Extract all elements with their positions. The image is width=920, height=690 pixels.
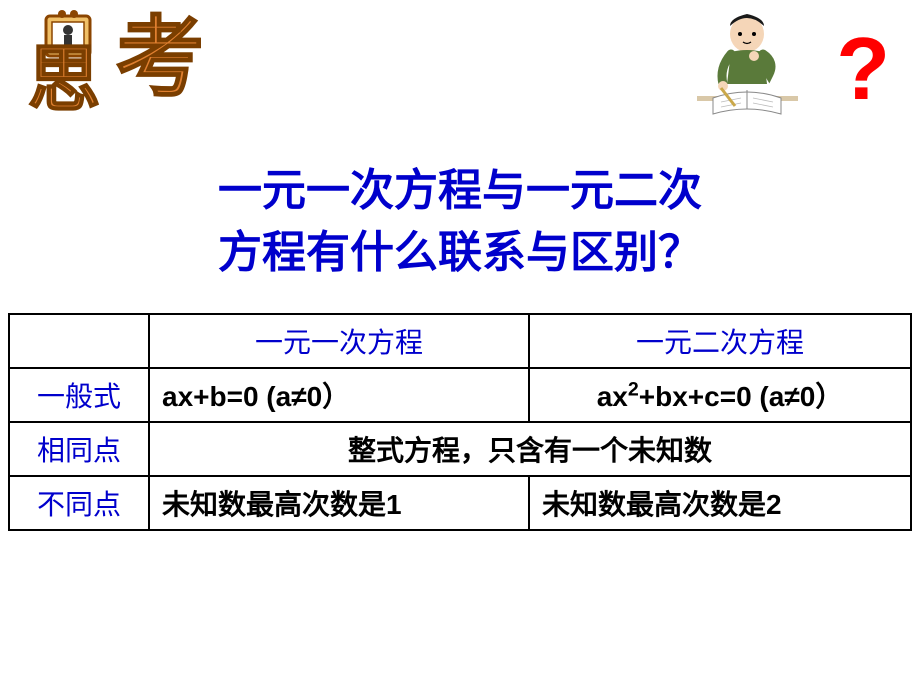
quadratic-formula: ax2+bx+c=0 (a≠0） bbox=[529, 368, 911, 422]
general-form-label: 一般式 bbox=[9, 368, 149, 422]
general-form-row: 一般式 ax+b=0 (a≠0） ax2+bx+c=0 (a≠0） bbox=[9, 368, 911, 422]
linear-formula: ax+b=0 (a≠0） bbox=[149, 368, 529, 422]
diff-linear: 未知数最高次数是1 bbox=[149, 476, 529, 530]
diff-point-label: 不同点 bbox=[9, 476, 149, 530]
comparison-table: 一元一次方程 一元二次方程 一般式 ax+b=0 (a≠0） ax2+bx+c=… bbox=[8, 313, 912, 531]
student-illustration bbox=[695, 12, 800, 127]
header-region: 思 考 bbox=[0, 0, 920, 130]
same-point-label: 相同点 bbox=[9, 422, 149, 476]
main-title: 一元一次方程与一元二次 方程有什么联系与区别？ bbox=[0, 160, 920, 283]
title-line-1: 一元一次方程与一元二次 bbox=[0, 160, 920, 222]
sikao-char-1: 思 bbox=[28, 40, 100, 120]
title-line-2: 方程有什么联系与区别？ bbox=[0, 222, 920, 284]
question-mark-icon: ? bbox=[836, 18, 890, 120]
header-quadratic: 一元二次方程 bbox=[529, 314, 911, 368]
diff-quadratic: 未知数最高次数是2 bbox=[529, 476, 911, 530]
same-point-content: 整式方程，只含有一个未知数 bbox=[149, 422, 911, 476]
same-point-row: 相同点 整式方程，只含有一个未知数 bbox=[9, 422, 911, 476]
header-linear: 一元一次方程 bbox=[149, 314, 529, 368]
header-blank-cell bbox=[9, 314, 149, 368]
diff-point-row: 不同点 未知数最高次数是1 未知数最高次数是2 bbox=[9, 476, 911, 530]
sikao-badge: 思 考 bbox=[18, 8, 208, 128]
sikao-char-2: 考 bbox=[116, 11, 204, 108]
table-header-row: 一元一次方程 一元二次方程 bbox=[9, 314, 911, 368]
